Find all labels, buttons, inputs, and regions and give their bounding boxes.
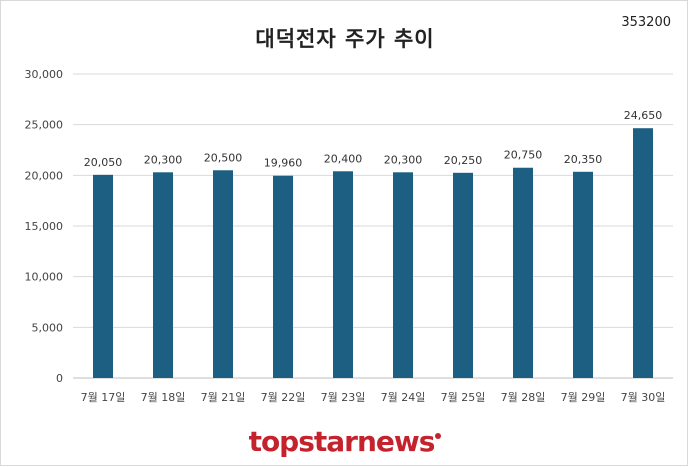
data-label: 20,300 bbox=[144, 153, 183, 166]
y-tick-label: 10,000 bbox=[25, 271, 64, 284]
data-label: 20,350 bbox=[564, 153, 603, 166]
y-tick-label: 15,000 bbox=[25, 220, 64, 233]
bar bbox=[393, 172, 413, 378]
bar bbox=[93, 174, 113, 378]
bar bbox=[573, 171, 593, 378]
brand-dot-icon bbox=[435, 433, 442, 439]
x-tick-label: 7월 17일 bbox=[81, 390, 126, 404]
bar bbox=[213, 170, 233, 378]
y-tick-label: 0 bbox=[56, 372, 63, 385]
x-tick-label: 7월 22일 bbox=[261, 390, 306, 404]
x-tick-label: 7월 24일 bbox=[381, 390, 426, 404]
x-tick-label: 7월 30일 bbox=[621, 390, 666, 404]
brand-text: topstarnews bbox=[248, 425, 436, 458]
bar bbox=[273, 175, 293, 378]
stock-code: 353200 bbox=[621, 15, 671, 30]
bar bbox=[633, 128, 653, 378]
y-tick-label: 30,000 bbox=[25, 68, 64, 81]
x-tick-label: 7월 23일 bbox=[321, 390, 366, 404]
y-tick-label: 20,000 bbox=[25, 169, 64, 182]
brand-logo: topstarnews bbox=[1, 425, 688, 458]
data-label: 20,500 bbox=[204, 151, 243, 164]
y-tick-label: 5,000 bbox=[32, 321, 64, 334]
data-label: 20,050 bbox=[84, 156, 123, 169]
bar bbox=[513, 167, 533, 378]
x-tick-label: 7월 29일 bbox=[561, 390, 606, 404]
bar bbox=[453, 172, 473, 378]
data-label: 19,960 bbox=[264, 157, 303, 170]
y-tick-label: 25,000 bbox=[25, 119, 64, 132]
data-label: 20,250 bbox=[444, 154, 483, 167]
data-label: 24,650 bbox=[624, 109, 663, 122]
bar bbox=[153, 172, 173, 378]
chart-title: 대덕전자 주가 추이 bbox=[255, 27, 435, 51]
x-tick-label: 7월 25일 bbox=[441, 390, 486, 404]
data-label: 20,400 bbox=[324, 152, 363, 165]
x-tick-label: 7월 18일 bbox=[141, 390, 186, 404]
x-tick-label: 7월 28일 bbox=[501, 390, 546, 404]
bar bbox=[333, 171, 353, 378]
data-label: 20,750 bbox=[504, 149, 543, 162]
data-label: 20,300 bbox=[384, 153, 423, 166]
x-tick-label: 7월 21일 bbox=[201, 390, 246, 404]
